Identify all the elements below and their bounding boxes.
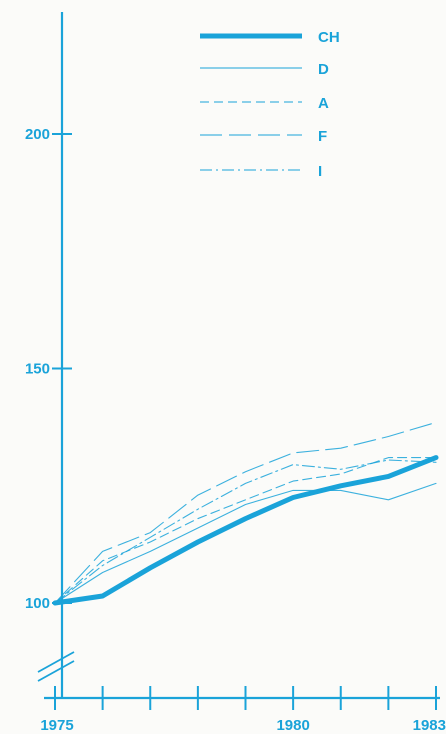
series-layer — [52, 421, 439, 606]
legend-label-a: A — [318, 95, 329, 112]
series-line-ch — [52, 455, 439, 606]
x-tick-labels: 1975 1980 1983 — [40, 717, 446, 734]
legend-label-ch: CH — [318, 29, 340, 46]
x-tick-label-1983: 1983 — [413, 717, 446, 734]
series-line-d — [54, 482, 437, 604]
axes — [37, 12, 440, 710]
x-tick-label-1980: 1980 — [276, 717, 309, 734]
series-line-i — [54, 459, 437, 604]
x-tick-label-1975: 1975 — [40, 717, 73, 734]
y-tick-label-200: 200 — [25, 126, 50, 143]
axis-break-mark-2 — [37, 660, 75, 682]
legend-label-f: F — [318, 128, 327, 145]
y-tick-labels: 200 150 100 — [25, 126, 50, 612]
y-tick-label-100: 100 — [25, 595, 50, 612]
axis-break-mark-1 — [37, 651, 75, 673]
legend: CH DAF I — [200, 29, 340, 180]
legend-label-d: D — [318, 61, 329, 78]
legend-label-i: I — [318, 163, 322, 180]
y-tick-label-150: 150 — [25, 361, 50, 378]
series-line-f — [54, 421, 437, 604]
